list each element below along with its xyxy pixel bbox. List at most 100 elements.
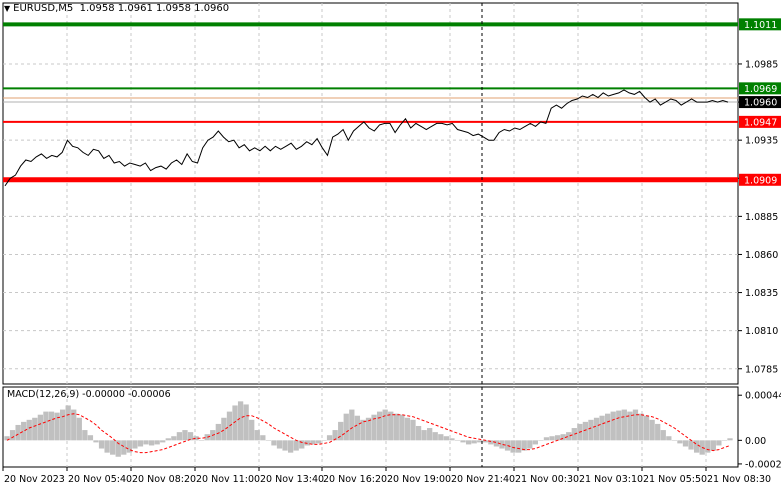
macd-bar — [382, 409, 388, 441]
macd-bar — [321, 440, 327, 441]
macd-bar — [438, 434, 444, 441]
x-tick-label: 20 Nov 19:00 — [387, 474, 451, 485]
y-tick-label: 1.0860 — [745, 250, 778, 261]
macd-bar — [627, 411, 633, 441]
macd-bar — [82, 430, 88, 441]
macd-bar — [538, 440, 544, 441]
macd-y-tick-label: 0.00 — [745, 436, 766, 447]
y-tick-label: 1.0785 — [745, 364, 778, 375]
level-price-tag — [739, 173, 781, 186]
macd-bar — [649, 419, 655, 441]
macd-bar — [521, 440, 527, 451]
macd-bar — [504, 440, 511, 451]
macd-bar — [399, 414, 405, 441]
y-tick-label: 1.0835 — [745, 288, 778, 299]
macd-bar — [43, 411, 49, 441]
macd-bar — [705, 440, 711, 453]
x-tick-label: 20 Nov 2023 — [4, 474, 65, 485]
macd-bar — [254, 430, 260, 441]
macd-bar — [154, 440, 160, 445]
macd-bar — [393, 413, 399, 441]
level-price-label: 1.0909 — [744, 175, 777, 186]
macd-bar — [582, 421, 589, 441]
macd-bar — [427, 428, 433, 441]
macd-bar — [243, 404, 249, 441]
macd-bar — [326, 435, 333, 441]
macd-bar — [354, 415, 361, 441]
macd-y-tick-label: 0.00044 — [745, 391, 781, 402]
macd-bar — [338, 421, 344, 441]
x-tick-label: 21 Nov 05:50 — [643, 474, 707, 485]
macd-bar — [132, 440, 138, 449]
macd-bar — [560, 434, 566, 441]
macd-bar — [543, 437, 550, 441]
level-price-tag — [739, 18, 781, 31]
x-tick-label: 20 Nov 16:20 — [323, 474, 387, 485]
level-price-label: 1.1011 — [744, 20, 777, 31]
x-tick-label: 20 Nov 05:40 — [68, 474, 132, 485]
macd-bar — [488, 440, 494, 445]
macd-signal-line — [6, 413, 731, 454]
macd-bar — [388, 411, 394, 441]
macd-bar — [76, 417, 82, 441]
macd-bar — [727, 438, 733, 441]
x-tick-label: 21 Nov 03:10 — [579, 474, 643, 485]
macd-bar — [282, 440, 288, 451]
macd-bar — [510, 440, 516, 453]
macd-bar — [693, 440, 700, 453]
macd-bar — [721, 440, 728, 441]
macd-bar — [477, 440, 483, 443]
macd-bar — [160, 440, 166, 443]
level-price-label: 1.0969 — [744, 84, 777, 95]
macd-bar — [554, 435, 561, 441]
macd-bar — [93, 440, 99, 443]
macd-bar — [443, 436, 450, 441]
macd-bar — [299, 440, 305, 449]
macd-bar — [121, 440, 127, 455]
macd-bar — [566, 432, 572, 441]
macd-label: MACD(12,26,9) -0.00000 -0.00006 — [7, 389, 171, 400]
macd-bar — [232, 405, 238, 441]
macd-bar — [54, 412, 60, 441]
level-price-label: 1.0947 — [744, 117, 777, 128]
macd-bar — [4, 436, 10, 441]
macd-bar — [287, 440, 294, 453]
macd-bar — [660, 430, 666, 441]
macd-bar — [638, 413, 644, 441]
macd-bar — [688, 440, 694, 450]
macd-bar — [432, 432, 438, 441]
macd-bar — [371, 414, 377, 441]
macd-bar — [249, 419, 255, 441]
macd-bar — [276, 440, 283, 449]
macd-bar — [449, 438, 455, 441]
macd-bar — [37, 414, 44, 441]
macd-bar — [499, 440, 505, 449]
macd-bar — [237, 401, 244, 441]
macd-bar — [482, 440, 488, 443]
level-price-tag — [739, 82, 781, 95]
x-tick-label: 20 Nov 21:40 — [451, 474, 515, 485]
macd-bar — [343, 413, 349, 441]
macd-bar — [187, 432, 194, 441]
macd-bar — [376, 411, 383, 441]
price-line — [4, 89, 729, 187]
macd-bar — [671, 440, 678, 441]
macd-bar — [98, 440, 105, 449]
macd-bar — [115, 440, 121, 457]
macd-bar — [310, 440, 316, 445]
macd-bar — [616, 410, 622, 441]
macd-bar — [349, 409, 355, 441]
level-price-tag — [739, 115, 781, 128]
macd-bar — [110, 440, 116, 455]
symbol-dropdown-icon[interactable]: ▼ — [4, 4, 11, 13]
macd-bar — [527, 440, 533, 449]
macd-bar — [199, 440, 205, 441]
macd-bar — [516, 440, 522, 453]
macd-bar — [465, 440, 472, 445]
x-tick-label: 21 Nov 08:30 — [707, 474, 771, 485]
macd-bar — [493, 440, 500, 447]
macd-bar — [104, 440, 110, 453]
macd-bar — [549, 436, 555, 441]
macd-bar — [21, 421, 27, 441]
